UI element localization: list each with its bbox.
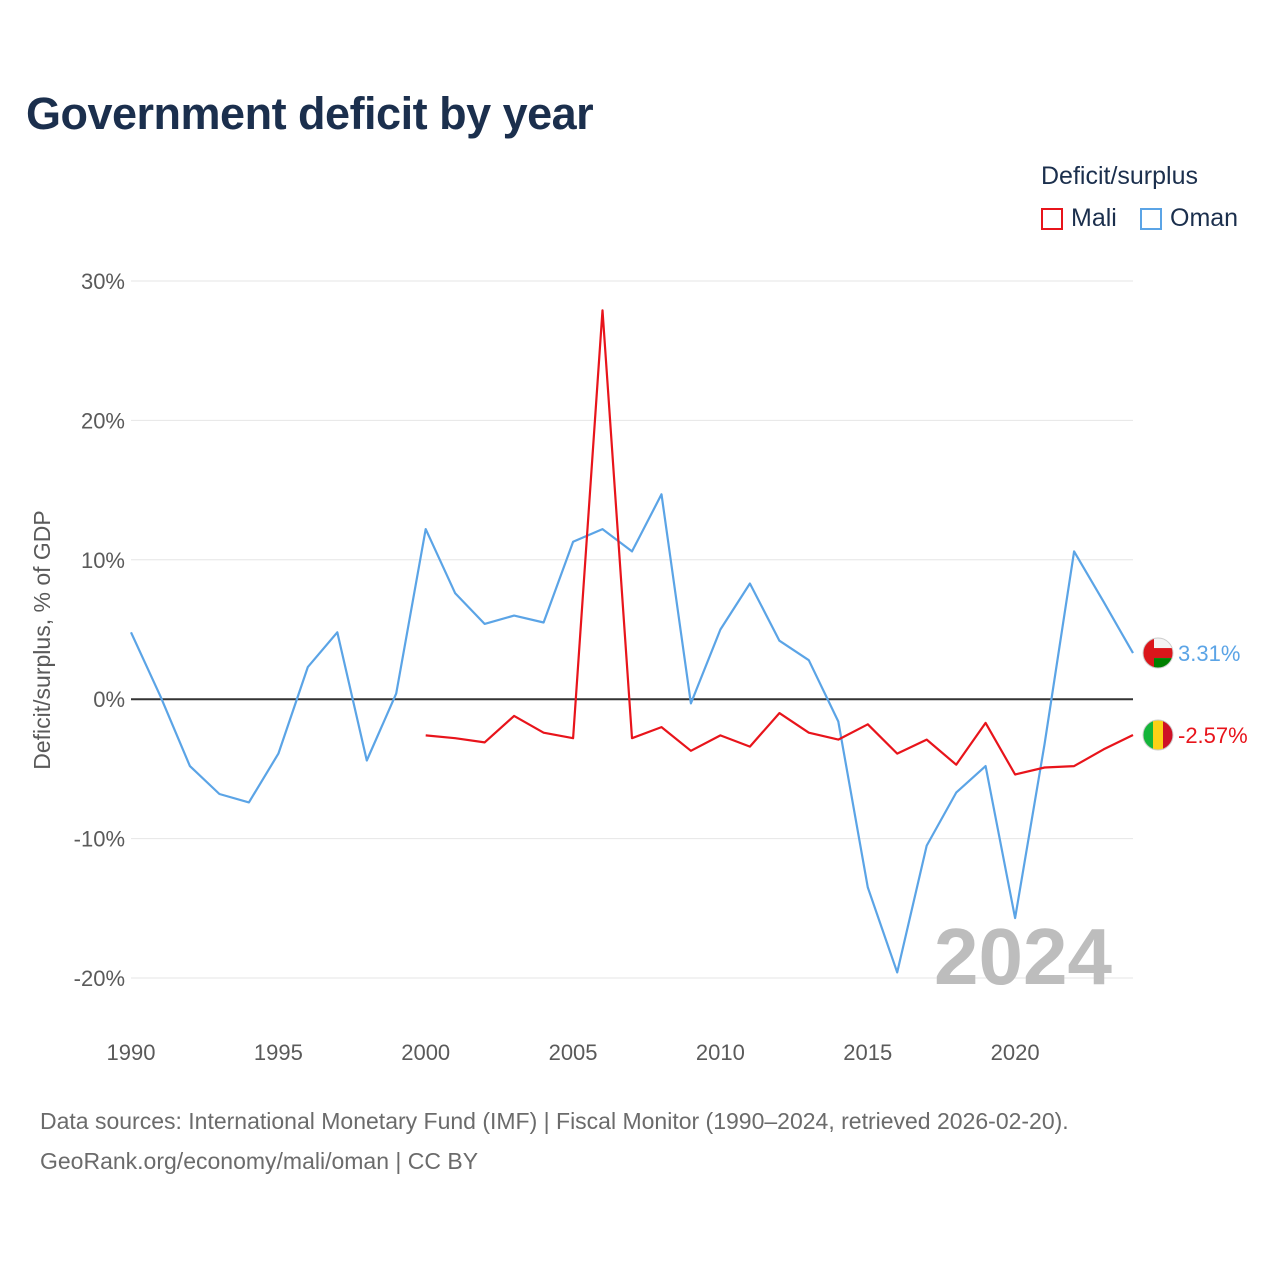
grid-lines (131, 280, 1133, 979)
data-point-mali[interactable] (452, 735, 458, 741)
data-point-oman[interactable] (629, 548, 635, 554)
data-point-oman[interactable] (511, 613, 517, 619)
y-tick-label: 10% (81, 548, 125, 573)
data-point-oman[interactable] (953, 790, 959, 796)
footer-sources: Data sources: International Monetary Fun… (40, 1108, 1069, 1134)
data-point-mali[interactable] (894, 751, 900, 757)
data-point-oman[interactable] (482, 621, 488, 627)
data-point-oman[interactable] (717, 627, 723, 633)
flag-mali-icon (1142, 719, 1174, 751)
data-point-oman[interactable] (1042, 741, 1048, 747)
legend-swatch-oman (1140, 207, 1162, 230)
x-tick-label: 1995 (254, 1040, 303, 1065)
data-point-oman[interactable] (570, 539, 576, 545)
data-point-oman[interactable] (865, 884, 871, 890)
line-chart: 30% 20% 10% 0% -10% -20% 1990 1995 2000 2005 2010… (29, 269, 1248, 1065)
data-point-mali[interactable] (835, 737, 841, 743)
legend-item-mali[interactable]: Mali (1041, 204, 1117, 233)
x-axis-ticks: 1990 1995 2000 2005 2010 2015 2020 (107, 1040, 1040, 1065)
data-point-oman[interactable] (1012, 915, 1018, 921)
data-point-mali[interactable] (747, 744, 753, 750)
y-tick-label: 0% (93, 687, 125, 712)
x-tick-label: 2015 (843, 1040, 892, 1065)
data-point-oman[interactable] (364, 758, 370, 764)
y-tick-label: 30% (81, 269, 125, 294)
end-value-label-mali: -2.57% (1178, 723, 1248, 748)
data-point-mali[interactable] (658, 724, 664, 730)
y-tick-label: 20% (81, 408, 125, 433)
data-point-oman[interactable] (1071, 548, 1077, 554)
data-point-mali[interactable] (423, 732, 429, 738)
end-value-label-oman: 3.31% (1178, 641, 1240, 666)
data-point-oman[interactable] (983, 763, 989, 769)
data-point-oman[interactable] (157, 693, 163, 699)
series-line-mali[interactable] (425, 309, 1134, 776)
data-point-mali[interactable] (924, 737, 930, 743)
legend-swatch-mali (1041, 207, 1063, 230)
data-point-oman[interactable] (187, 763, 193, 769)
y-axis-ticks: 30% 20% 10% 0% -10% -20% (74, 269, 125, 991)
data-point-mali[interactable] (983, 720, 989, 726)
data-point-mali[interactable] (717, 732, 723, 738)
data-point-mali[interactable] (541, 730, 547, 736)
data-point-oman[interactable] (541, 620, 547, 626)
data-point-oman[interactable] (423, 526, 429, 532)
x-tick-label: 1990 (107, 1040, 156, 1065)
legend-item-oman[interactable]: Oman (1140, 204, 1238, 233)
legend-label-mali: Mali (1071, 204, 1117, 232)
x-tick-label: 2000 (401, 1040, 450, 1065)
x-tick-label: 2005 (549, 1040, 598, 1065)
data-point-mali[interactable] (688, 748, 694, 754)
data-point-mali[interactable] (953, 762, 959, 768)
data-point-oman[interactable] (452, 590, 458, 596)
data-point-oman[interactable] (1130, 650, 1136, 656)
data-point-oman[interactable] (894, 969, 900, 975)
data-point-mali[interactable] (1101, 746, 1107, 752)
data-point-mali[interactable] (776, 710, 782, 716)
data-point-mali[interactable] (1012, 771, 1018, 777)
y-axis-title: Deficit/surplus, % of GDP (29, 510, 55, 769)
data-point-oman[interactable] (275, 751, 281, 757)
data-point-oman[interactable] (128, 629, 134, 635)
data-point-oman[interactable] (600, 526, 606, 532)
data-point-mali[interactable] (511, 713, 517, 719)
page-title: Government deficit by year (26, 88, 594, 139)
end-markers: 3.31% -2.57% (1142, 637, 1248, 751)
data-point-oman[interactable] (305, 664, 311, 670)
flag-oman-icon (1142, 637, 1174, 669)
data-point-oman[interactable] (776, 638, 782, 644)
data-point-mali[interactable] (1042, 765, 1048, 771)
data-point-oman[interactable] (924, 843, 930, 849)
data-point-oman[interactable] (688, 700, 694, 706)
series-lines (128, 307, 1136, 975)
x-tick-label: 2010 (696, 1040, 745, 1065)
legend-label-oman: Oman (1170, 204, 1239, 232)
data-point-oman[interactable] (393, 691, 399, 697)
data-point-oman[interactable] (216, 791, 222, 797)
data-point-oman[interactable] (658, 491, 664, 497)
data-point-mali[interactable] (1130, 732, 1136, 738)
y-tick-label: -10% (74, 827, 125, 852)
data-point-mali[interactable] (806, 730, 812, 736)
legend-title: Deficit/surplus (1041, 162, 1198, 190)
footer-credit: GeoRank.org/economy/mali/oman | CC BY (40, 1148, 479, 1174)
data-point-mali[interactable] (600, 307, 606, 313)
year-watermark: 2024 (934, 912, 1112, 1001)
data-point-mali[interactable] (1071, 763, 1077, 769)
data-point-oman[interactable] (1101, 599, 1107, 605)
data-point-oman[interactable] (747, 580, 753, 586)
y-tick-label: -20% (74, 966, 125, 991)
data-point-oman[interactable] (334, 629, 340, 635)
data-point-oman[interactable] (835, 719, 841, 725)
data-point-mali[interactable] (570, 735, 576, 741)
series-line-oman[interactable] (130, 493, 1134, 974)
data-point-mali[interactable] (865, 721, 871, 727)
data-point-oman[interactable] (246, 799, 252, 805)
data-point-oman[interactable] (806, 657, 812, 663)
data-point-mali[interactable] (482, 739, 488, 745)
data-point-mali[interactable] (629, 735, 635, 741)
x-tick-label: 2020 (991, 1040, 1040, 1065)
